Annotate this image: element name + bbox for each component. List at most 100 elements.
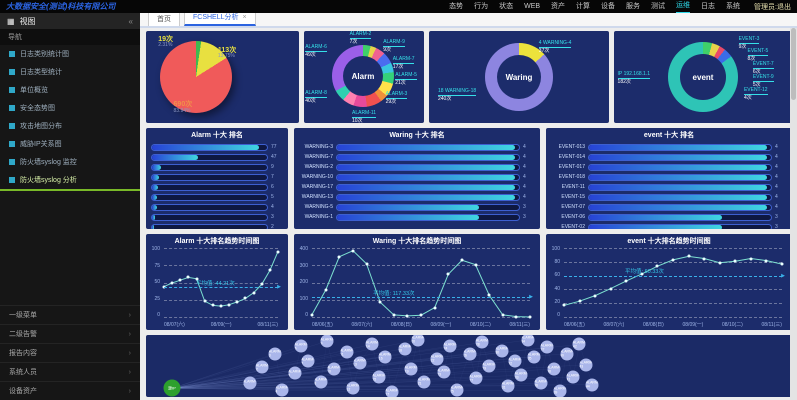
bar-row: EVENT-014 4 bbox=[558, 153, 778, 161]
network-node[interactable]: ALARM-9 bbox=[320, 335, 334, 348]
menu-square-icon bbox=[9, 159, 15, 165]
network-node[interactable]: ALARM-14 bbox=[365, 337, 379, 351]
sidebar-item[interactable]: 攻击地图分布 bbox=[0, 117, 140, 135]
waring-donut-chart[interactable]: Waring bbox=[485, 43, 553, 111]
network-node[interactable]: ALARM-7 bbox=[301, 354, 315, 368]
nav-item-设备[interactable]: 设备 bbox=[601, 2, 616, 10]
close-icon[interactable]: × bbox=[242, 13, 247, 21]
nav-item-服务[interactable]: 服务 bbox=[626, 2, 641, 10]
network-node[interactable]: ALARM-30 bbox=[495, 344, 509, 357]
sidebar-item[interactable]: 防火墙syslog 监控 bbox=[0, 153, 140, 171]
nav-item-WEB[interactable]: WEB bbox=[524, 2, 541, 10]
network-node[interactable]: ALARM-13 bbox=[353, 356, 366, 370]
sidebar-item[interactable]: 威胁IP关系图 bbox=[0, 135, 140, 153]
network-node[interactable]: ALARM-23 bbox=[437, 365, 451, 379]
network-node[interactable]: ALARM-38 bbox=[547, 362, 561, 376]
network-node[interactable]: ALARM-4 bbox=[275, 383, 289, 397]
network-node[interactable]: ALARM-16 bbox=[378, 350, 392, 364]
sidebar-item[interactable]: 单位概览 bbox=[0, 81, 140, 99]
data-point bbox=[687, 254, 691, 258]
summary-pie-chart[interactable] bbox=[160, 41, 232, 113]
network-node[interactable]: ALARM-21 bbox=[417, 375, 431, 388]
nav-item-测试[interactable]: 测试 bbox=[651, 2, 666, 10]
network-node[interactable]: ALARM-15 bbox=[372, 370, 386, 384]
network-node[interactable]: ALARM-12 bbox=[346, 381, 360, 395]
sidebar-bottom-item[interactable]: 报告内容 › bbox=[0, 343, 140, 362]
network-center-node[interactable]: 源IP bbox=[163, 379, 181, 397]
vertical-scrollbar[interactable] bbox=[790, 28, 797, 400]
plot-area: 平均值: 60.33次 bbox=[562, 248, 785, 318]
bar-row: 5 bbox=[151, 193, 281, 201]
network-node[interactable]: ALARM-34 bbox=[521, 335, 535, 347]
network-node[interactable]: ALARM-3 bbox=[268, 347, 282, 361]
sidebar-bottom-item[interactable]: 二级告警 › bbox=[0, 324, 140, 343]
sidebar-bottom-item[interactable]: 系统人员 › bbox=[0, 362, 140, 381]
network-node[interactable]: ALARM-31 bbox=[501, 379, 515, 393]
network-node[interactable]: ALARM-39 bbox=[553, 384, 567, 397]
network-node[interactable]: ALARM-22 bbox=[430, 352, 444, 366]
nav-item-计算[interactable]: 计算 bbox=[576, 2, 591, 10]
user-logout-link[interactable]: 管理员:退出 bbox=[754, 3, 791, 11]
tab-首页[interactable]: 首页 bbox=[148, 13, 180, 26]
network-node[interactable]: ALARM-43 bbox=[579, 358, 593, 372]
network-node[interactable]: ALARM-18 bbox=[398, 342, 412, 356]
network-node[interactable]: ALARM-37 bbox=[540, 340, 554, 354]
event-donut-chart[interactable]: event bbox=[668, 42, 738, 112]
data-point bbox=[219, 304, 223, 308]
data-point bbox=[260, 282, 264, 286]
sidebar-item[interactable]: 安全态势图 bbox=[0, 99, 140, 117]
sidebar-header[interactable]: ▦ 视图 « bbox=[0, 13, 140, 29]
network-node[interactable]: ALARM-44 bbox=[585, 378, 599, 392]
tab-FCSHELL分析[interactable]: FCSHELL分析 × bbox=[184, 13, 256, 26]
network-node[interactable]: ALARM-27 bbox=[469, 371, 483, 385]
network-node[interactable]: ALARM-41 bbox=[566, 370, 580, 384]
data-point bbox=[211, 303, 215, 307]
sidebar-menu: 日志类别统计图 日志类型统计 单位概览 安全态势图 攻击地图分布 威胁IP关系图 防火墙sy… bbox=[0, 45, 140, 191]
network-node[interactable]: ALARM-40 bbox=[560, 347, 574, 361]
network-node[interactable]: ALARM-26 bbox=[463, 347, 476, 361]
network-node[interactable]: ALARM-32 bbox=[508, 354, 522, 368]
alarm-donut-chart[interactable]: Alarm bbox=[332, 45, 394, 107]
network-node[interactable]: ALARM-24 bbox=[443, 339, 457, 353]
network-node[interactable]: ALARM-42 bbox=[572, 337, 586, 351]
network-node[interactable]: ALARM-35 bbox=[527, 350, 541, 364]
donut-label: ALARM-9 9次 bbox=[383, 39, 405, 54]
network-node[interactable]: ALARM-10 bbox=[327, 362, 341, 376]
network-node[interactable]: ALARM-17 bbox=[385, 385, 399, 397]
nav-item-行为[interactable]: 行为 bbox=[474, 2, 489, 10]
network-node[interactable]: ALARM-25 bbox=[450, 383, 464, 397]
network-node[interactable]: ALARM-28 bbox=[475, 335, 489, 349]
data-point bbox=[433, 306, 437, 309]
network-node[interactable]: ALARM-2 bbox=[255, 360, 269, 374]
nav-item-状态[interactable]: 状态 bbox=[499, 2, 514, 10]
collapse-icon[interactable]: « bbox=[128, 16, 133, 26]
nav-item-资产[interactable]: 资产 bbox=[551, 2, 566, 10]
network-node[interactable]: ALARM-33 bbox=[514, 368, 528, 382]
nav-item-日志[interactable]: 日志 bbox=[701, 2, 716, 10]
network-node[interactable]: ALARM-29 bbox=[482, 359, 496, 373]
nav-item-系统[interactable]: 系统 bbox=[726, 2, 741, 10]
network-node[interactable]: ALARM-19 bbox=[404, 362, 418, 376]
network-node[interactable]: ALARM-6 bbox=[294, 339, 308, 353]
event-donut-center: event bbox=[692, 72, 714, 82]
sidebar-bottom-item[interactable]: 设备资产 › bbox=[0, 381, 140, 400]
network-node[interactable]: ALARM-5 bbox=[288, 366, 302, 380]
network-node[interactable]: ALARM-11 bbox=[340, 345, 354, 359]
network-node[interactable]: ALARM-20 bbox=[411, 335, 425, 347]
pie-label: 113次 13.75% bbox=[217, 46, 237, 60]
sidebar-item[interactable]: 防火墙syslog 分析 bbox=[0, 171, 140, 191]
x-axis-labels: 08/07(六) 08/09(一) 08/11(三) bbox=[164, 322, 278, 328]
scrollbar-thumb[interactable] bbox=[791, 28, 796, 100]
plot-area: 平均值: 44.21次 bbox=[162, 248, 281, 318]
nav-item-运维[interactable]: 运维 bbox=[676, 0, 691, 14]
sidebar-item[interactable]: 日志类型统计 bbox=[0, 63, 140, 81]
network-node[interactable]: ALARM-36 bbox=[534, 376, 548, 390]
network-node[interactable]: ALARM-8 bbox=[314, 375, 328, 388]
sidebar-item[interactable]: 日志类别统计图 bbox=[0, 45, 140, 63]
sidebar-bottom-item[interactable]: 一级菜单 › bbox=[0, 305, 140, 324]
nav-item-态势[interactable]: 态势 bbox=[449, 2, 464, 10]
network-node[interactable]: ALARM-1 bbox=[243, 376, 257, 390]
